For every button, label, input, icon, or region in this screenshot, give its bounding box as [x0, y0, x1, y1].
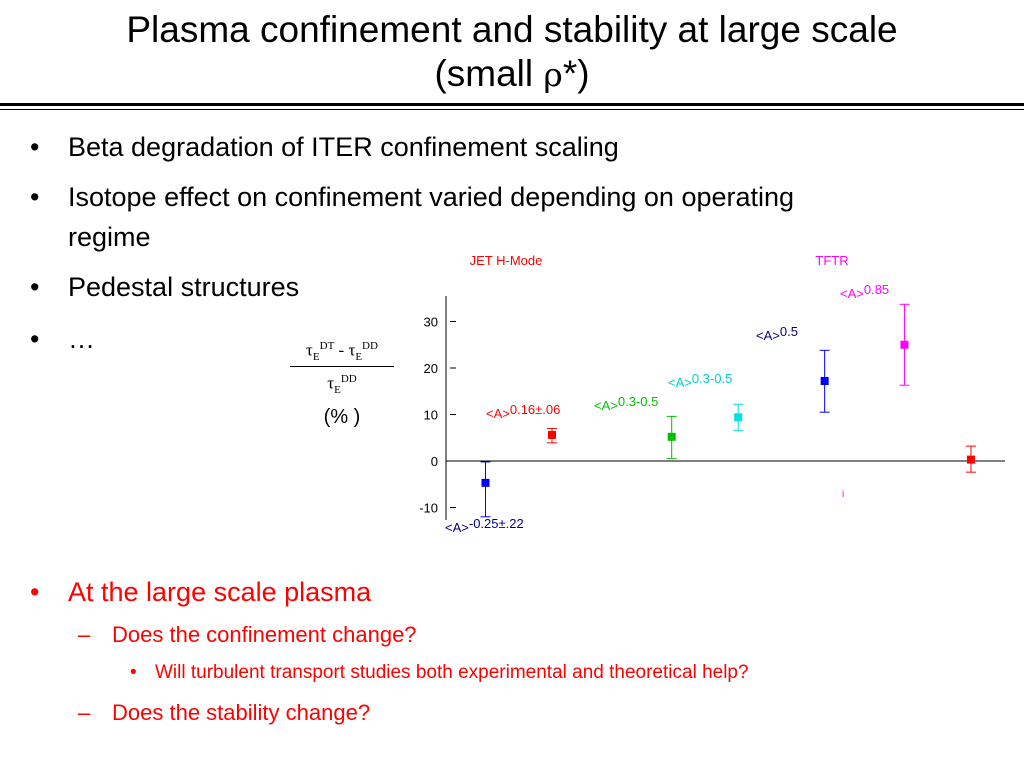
formula-unit: (% ): [323, 406, 361, 428]
y-tick-label: 30: [424, 315, 438, 330]
title-line-1: Plasma confinement and stability at larg…: [126, 9, 898, 50]
title-line-2: (small ρ*): [0, 52, 1024, 97]
title-rule-thin: [0, 109, 1024, 110]
nbi-avg-label: <A>0.5: [756, 324, 798, 343]
fraction-bar: [290, 366, 394, 367]
formula-numerator: τEDT - τEDD: [306, 340, 378, 364]
elmy-point: [548, 430, 556, 439]
icrf-point: [734, 413, 743, 422]
sub-bullet-text: Does the confinement change?: [112, 622, 417, 647]
bullet-marker: •: [30, 577, 40, 607]
dash-marker: –: [78, 700, 91, 725]
sub-bullet-confinement: – Does the confinement change?: [78, 621, 417, 649]
title-rule-thick: [0, 103, 1024, 106]
bullet-text-continued: regime: [68, 222, 151, 252]
y-tick-label: -10: [419, 501, 438, 516]
chart-header-jet: JET H-Mode: [470, 253, 543, 268]
title-line-2-suffix: *): [562, 53, 590, 94]
nbi-point: [820, 377, 829, 386]
bullet-marker: •: [30, 272, 40, 302]
y-tick-label: 0: [431, 454, 438, 469]
sub-sub-bullet-turbulent: • Will turbulent transport studies both …: [130, 661, 749, 685]
sub-bullet-stability: – Does the stability change?: [78, 699, 370, 727]
bullet-marker: •: [30, 132, 40, 162]
bullet-text: …: [68, 324, 95, 354]
title-line-2-prefix: (small: [434, 53, 544, 94]
oh-point: [667, 432, 676, 441]
chart-header-tftr: TFTR: [815, 253, 848, 268]
bullet-text: Isotope effect on confinement varied dep…: [68, 182, 795, 212]
bullet-text: Pedestal structures: [68, 272, 300, 302]
rho-symbol: ρ: [543, 55, 563, 94]
elm-free-point: [481, 478, 490, 487]
y-tick-label: 20: [424, 361, 438, 376]
supershot-point: [900, 340, 909, 349]
formula-denominator: τEDD: [327, 373, 357, 397]
y-tick-label: 10: [424, 408, 438, 423]
bullet-marker: •: [30, 182, 40, 212]
elm-free-avg-label: <A>-0.25±.22: [445, 516, 524, 535]
bullet-text: At the large scale plasma: [68, 577, 372, 607]
reverse-shear-point: [966, 455, 975, 464]
bullet-marker: •: [130, 662, 137, 683]
slide-title: Plasma confinement and stability at larg…: [0, 8, 1024, 97]
elmy-avg-label: <A>0.16±.06: [486, 402, 560, 421]
icrf-avg-label: <A>0.3-0.5: [668, 371, 732, 390]
oh-avg-label: <A>0.3-0.5: [594, 394, 658, 413]
sub-bullet-text: Does the stability change?: [112, 700, 371, 725]
bullet-text: Beta degradation of ITER confinement sca…: [68, 132, 619, 162]
bullet-marker: •: [30, 324, 40, 354]
dash-marker: –: [78, 622, 91, 647]
supershot-label: i: [842, 489, 844, 500]
supershot-avg-label: <A>0.85: [840, 282, 889, 301]
sub-sub-bullet-text: Will turbulent transport studies both ex…: [155, 662, 749, 683]
